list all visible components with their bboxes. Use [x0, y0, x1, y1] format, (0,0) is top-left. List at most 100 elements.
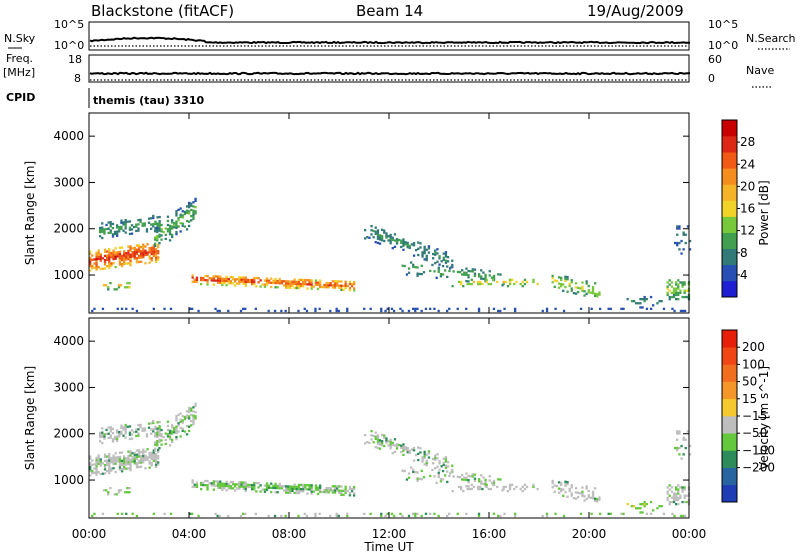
power-cell-141	[137, 250, 141, 253]
power-cell-746	[446, 260, 450, 263]
power-cell-406	[128, 282, 131, 285]
power-cell-273	[150, 223, 153, 226]
power-cell-218	[109, 221, 112, 224]
power-cell-1007	[680, 252, 683, 255]
power-cell-684	[398, 238, 401, 242]
power-cell-1083	[499, 309, 502, 313]
velocity-cell-302	[158, 447, 161, 450]
power-cell-777	[441, 273, 445, 276]
velocity-cell-916	[591, 490, 595, 494]
power-cell-336	[173, 221, 176, 225]
power-cell-559	[299, 282, 303, 286]
power-cell-388	[194, 210, 197, 213]
velocity-cell-745	[444, 456, 448, 459]
power-cell-606	[333, 282, 337, 285]
velocity-cell-699	[408, 449, 411, 452]
power-cell-955	[670, 285, 674, 288]
velocity-cell-363	[185, 433, 189, 436]
power-cell-304	[158, 233, 161, 236]
velocity-cell-373	[188, 408, 191, 412]
velocity-cell-615	[340, 491, 343, 494]
velocity-cell-8	[91, 471, 94, 475]
velocity-cell-141	[137, 455, 141, 458]
velocity-cell-446	[221, 482, 224, 485]
velocity-cell-1048	[318, 512, 321, 515]
velocity-cell-604	[333, 491, 337, 494]
velocity-cell-430	[212, 484, 215, 487]
power-cell-1052	[337, 309, 340, 313]
power-cell-425	[206, 274, 209, 278]
power-cell-500	[259, 279, 262, 282]
power-cell-643	[372, 229, 375, 233]
velocity-cell-48	[106, 455, 109, 458]
power-cell-474	[240, 276, 243, 279]
power-cell-739	[442, 256, 445, 259]
power-cell-677	[391, 236, 394, 239]
velocity-cell-603	[331, 485, 335, 488]
velocity-cell-1049	[329, 514, 332, 518]
velocity-cell-852	[508, 483, 512, 486]
power-cell-1076	[448, 307, 451, 310]
power-cell-73	[114, 253, 117, 256]
velocity-cell-353	[179, 418, 182, 421]
velocity-cell-230	[118, 435, 121, 438]
velocity-cell-600	[329, 487, 332, 490]
velocity-cell-486	[248, 485, 252, 489]
power-cell-970	[677, 293, 680, 297]
velocity-colorbar-swatch-6	[722, 381, 737, 400]
velocity-cell-371	[188, 415, 191, 418]
power-cell-533	[285, 280, 288, 283]
velocity-cell-660	[381, 440, 384, 443]
velocity-cell-246	[126, 425, 129, 428]
velocity-cell-920	[596, 500, 599, 503]
power-cell-217	[109, 223, 112, 226]
power-cell-798	[467, 269, 470, 273]
power-cell-1098	[622, 307, 625, 310]
velocity-cell-385	[192, 410, 195, 413]
power-cell-416	[200, 278, 203, 282]
power-cell-968	[675, 281, 678, 284]
velocity-cell-704	[415, 454, 418, 457]
velocity-cell-1069	[416, 512, 419, 515]
power-cell-512	[270, 281, 273, 284]
power-colorbar-swatch-0	[722, 280, 737, 298]
power-cell-404	[126, 282, 129, 285]
power-cell-407	[191, 280, 194, 283]
velocity-cell-443	[221, 488, 224, 492]
power-cell-1021	[120, 307, 124, 310]
power-cell-895	[574, 286, 578, 289]
power-cell-150	[140, 246, 143, 249]
power-cell-875	[560, 282, 563, 286]
power-cell-747	[446, 256, 450, 259]
velocity-cell-375	[190, 424, 193, 427]
power-cell-200	[99, 226, 102, 230]
power-cell-737	[440, 260, 443, 263]
power-cell-776	[439, 273, 443, 276]
power-cell-673	[389, 235, 392, 239]
velocity-cell-575	[310, 490, 313, 493]
power-cell-42	[103, 250, 107, 253]
velocity-cell-476	[242, 485, 245, 488]
power-cell-893	[572, 292, 576, 295]
power-cell-667	[385, 232, 388, 235]
velocity-cell-441	[219, 482, 222, 485]
power-cell-611	[338, 286, 341, 289]
power-cell-872	[557, 282, 561, 285]
velocity-cell-798	[467, 474, 470, 478]
velocity-cell-494	[253, 481, 256, 485]
power-cell-878	[562, 289, 565, 292]
velocity-cell-164	[146, 456, 149, 459]
beam-title: Beam 14	[356, 2, 423, 20]
velocity-cell-715	[423, 454, 426, 458]
velocity-cell-844	[491, 483, 495, 486]
velocity-cell-800	[471, 475, 474, 478]
velocity-cell-258	[137, 434, 140, 437]
power-cell-1072	[429, 307, 432, 310]
power-cell-653	[376, 229, 380, 232]
velocity-cell-937	[645, 503, 648, 506]
velocity-cell-224	[113, 435, 117, 439]
power-cell-362	[183, 210, 187, 214]
velocity-cell-439	[219, 486, 222, 489]
power-cell-178	[152, 254, 155, 257]
power-cell-613	[338, 280, 341, 283]
